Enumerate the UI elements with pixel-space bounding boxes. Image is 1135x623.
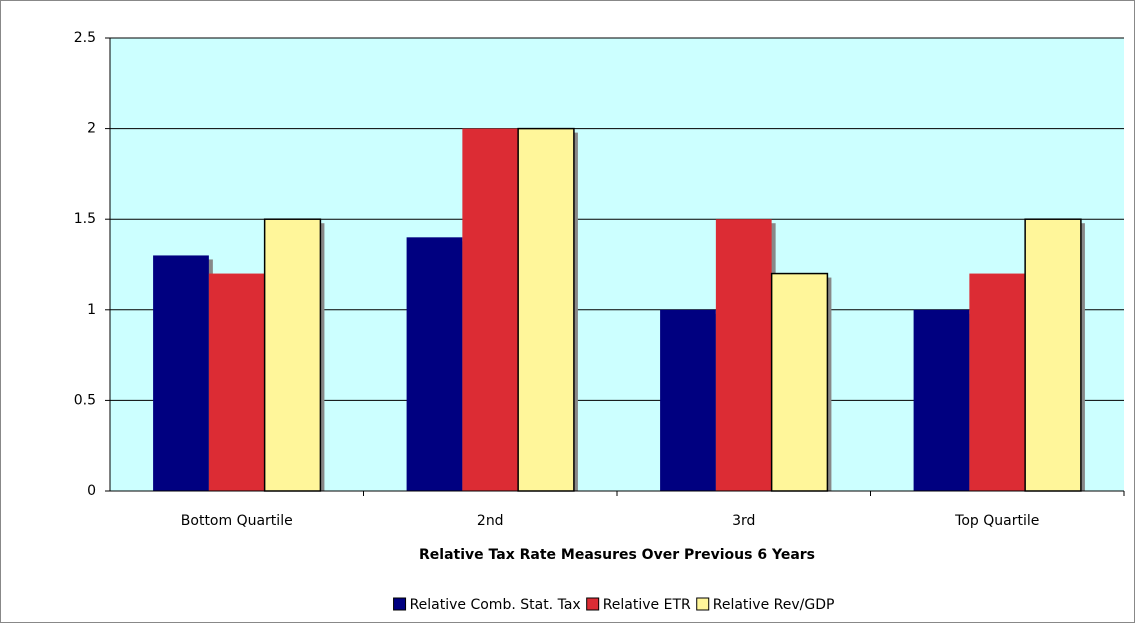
legend-label: Relative ETR: [603, 597, 691, 613]
x-tick-label: Top Quartile: [954, 513, 1039, 529]
bar: [153, 255, 209, 491]
bar: [715, 219, 772, 491]
x-axis-title: Relative Tax Rate Measures Over Previous…: [419, 547, 815, 563]
bar: [770, 272, 829, 492]
x-tick-label: Bottom Quartile: [181, 513, 293, 529]
x-tick-label: 2nd: [477, 513, 504, 529]
bar: [406, 237, 463, 491]
legend-swatch: [393, 597, 407, 611]
x-tick-label: 3rd: [732, 513, 755, 529]
y-tick-label: 1: [87, 302, 96, 318]
bar: [462, 128, 519, 491]
y-tick-label: 2: [87, 121, 96, 137]
bar: [263, 218, 322, 492]
legend-label: Relative Rev/GDP: [713, 597, 835, 613]
y-tick-label: 1.5: [74, 211, 96, 227]
bar: [1024, 218, 1082, 492]
bar: [517, 127, 575, 492]
legend-label: Relative Comb. Stat. Tax: [410, 597, 581, 613]
bar: [660, 309, 716, 491]
y-tick-label: 2.5: [74, 30, 96, 46]
bar: [969, 273, 1026, 491]
legend-swatch: [586, 597, 600, 611]
y-tick-label: 0.5: [74, 392, 96, 408]
bar: [208, 273, 265, 491]
bar: [913, 309, 970, 491]
y-tick-label: 0: [87, 483, 96, 499]
legend-swatch: [696, 597, 710, 611]
